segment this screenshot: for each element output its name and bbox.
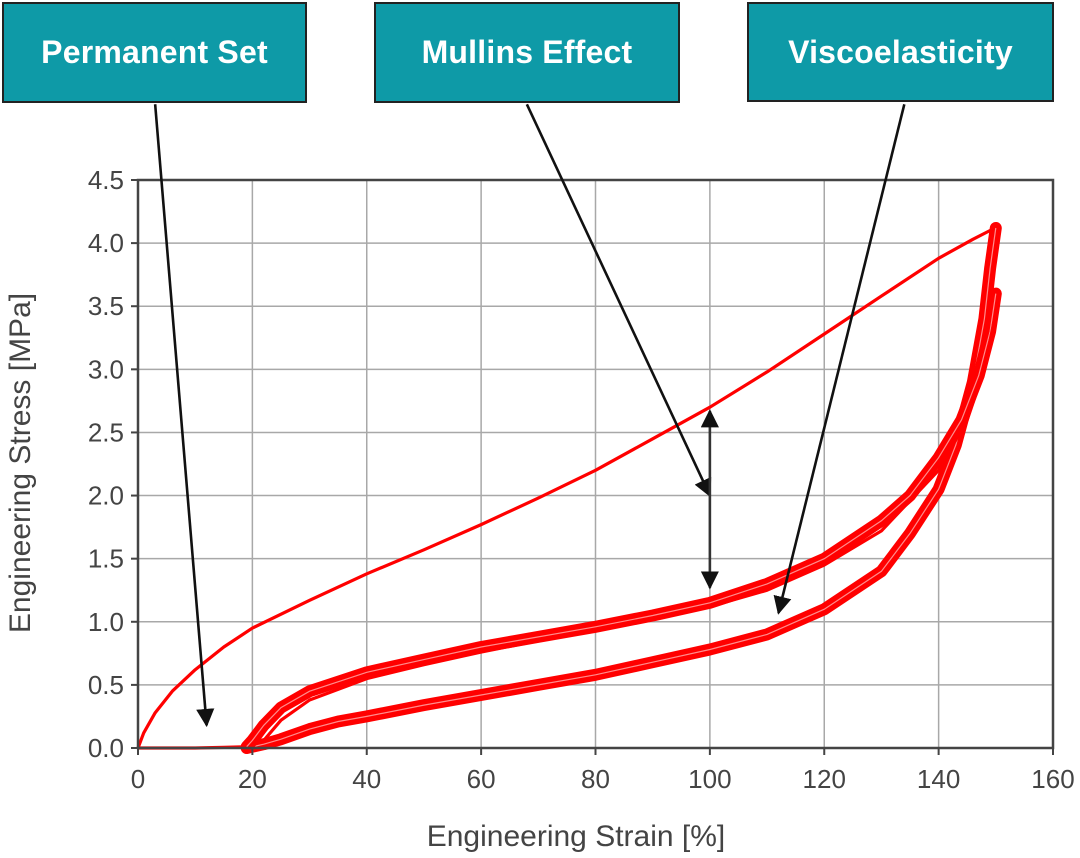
series-reloading-cycles-upper-envelope [262, 312, 998, 742]
x-tick-label: 20 [238, 764, 267, 794]
x-axis-title: Engineering Strain [%] [427, 820, 726, 853]
y-tick-label: 2.5 [88, 417, 124, 447]
permanent-set-label: Permanent Set [2, 2, 307, 103]
x-tick-label: 100 [688, 764, 731, 794]
annotation-arrow [773, 103, 906, 615]
y-tick-label: 3.0 [88, 354, 124, 384]
annotation-arrows [153, 103, 906, 728]
annotation-arrow [525, 103, 712, 498]
plot-frame [136, 178, 1055, 750]
grid-lines [137, 179, 1054, 749]
series-reloading-cycles-band [240, 287, 1002, 753]
x-tick-label: 120 [803, 764, 846, 794]
y-tick-label: 0.5 [88, 670, 124, 700]
x-tick-label: 160 [1031, 764, 1074, 794]
y-tick-label: 3.5 [88, 291, 124, 321]
y-tick-label: 1.5 [88, 544, 124, 574]
y-tick-label: 4.5 [88, 165, 124, 195]
tick-labels: 0 20 40 60 80 100 120 140 160 0.0 0.5 1.0 1.5 2.0 2.5 3… [88, 165, 1075, 794]
x-tick-label: 60 [467, 764, 496, 794]
y-tick-label: 1.0 [88, 607, 124, 637]
axes [131, 178, 1055, 755]
x-tick-label: 140 [917, 764, 960, 794]
series-reloading-cycles-highlight [246, 293, 997, 748]
series-first-loading [136, 226, 997, 749]
x-tick-label: 80 [581, 764, 610, 794]
x-tick-label: 40 [352, 764, 381, 794]
viscoelasticity-label: Viscoelasticity [747, 2, 1054, 102]
y-axis-title: Engineering Stress [MPa] [4, 293, 37, 633]
y-tick-label: 0.0 [88, 733, 124, 763]
mullins-effect-label: Mullins Effect [374, 2, 680, 103]
y-tick-label: 2.0 [88, 481, 124, 511]
annotation-arrow [153, 104, 215, 728]
x-tick-label: 0 [131, 764, 145, 794]
y-tick-label: 4.0 [88, 228, 124, 258]
